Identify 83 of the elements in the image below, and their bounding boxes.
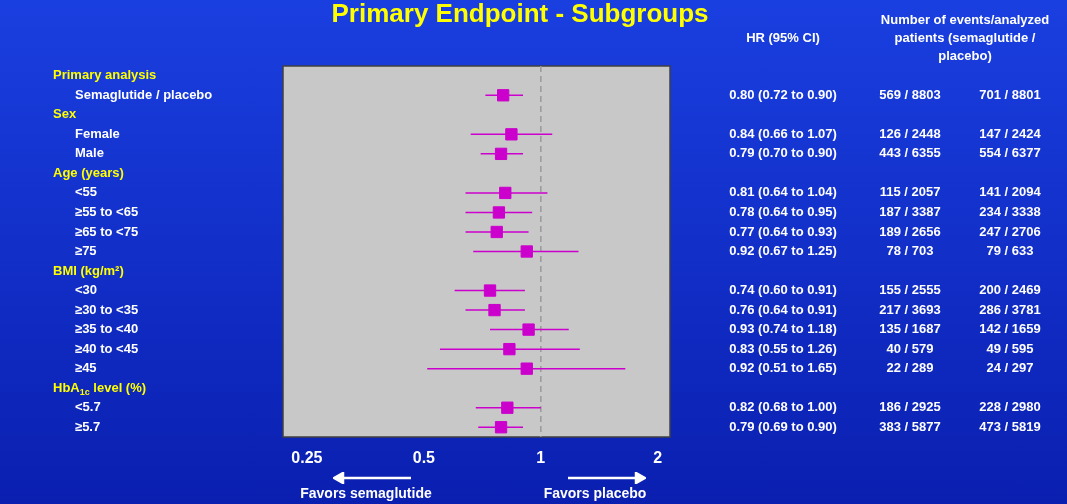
x-tick-label: 2 — [653, 449, 663, 467]
point — [503, 342, 516, 356]
text: Favors semaglutide — [300, 484, 432, 501]
text: 24 / 297 — [986, 360, 1034, 376]
point — [505, 128, 518, 141]
text: HR (95% CI) — [746, 29, 820, 45]
text: Sex — [53, 106, 77, 122]
point — [501, 401, 514, 414]
text: 155 / 2555 — [879, 282, 941, 298]
text: 22 / 289 — [886, 360, 934, 376]
y-tick-label: Female — [75, 125, 120, 141]
data-label: 0.77 (0.64 to 0.93) — [729, 223, 837, 239]
data-label: 0.79 (0.70 to 0.90) — [729, 145, 837, 161]
point — [494, 421, 508, 434]
point — [520, 362, 533, 375]
y-tick-label: ≥75 — [75, 243, 97, 259]
text: 142 / 1659 — [979, 321, 1041, 337]
text: 78 / 703 — [886, 243, 934, 259]
y-tick-label: ≥35 to <40 — [75, 321, 139, 337]
data-label: 0.83 (0.55 to 1.26) — [729, 340, 837, 356]
y-tick-label: ≥55 to <65 — [75, 204, 139, 220]
data-label: 0.92 (0.51 to 1.65) — [729, 360, 837, 376]
text: 383 / 5877 — [879, 418, 941, 434]
text: 701 / 8801 — [979, 86, 1041, 102]
x-tick-label: 0.25 — [291, 449, 323, 467]
point — [497, 89, 510, 102]
data-label: 0.80 (0.72 to 0.90) — [729, 86, 837, 102]
data-label: 0.81 (0.64 to 1.04) — [729, 184, 837, 200]
text: 443 / 6355 — [879, 145, 941, 161]
data-label: 0.84 (0.66 to 1.07) — [729, 125, 837, 141]
point — [492, 206, 506, 219]
y-tick-label: <55 — [75, 184, 98, 200]
text: 247 / 2706 — [979, 223, 1041, 239]
text: Number of events/analyzed patients (semaglutide / placebo) — [880, 11, 1050, 63]
text: 200 / 2469 — [979, 282, 1041, 298]
text: 554 / 6377 — [979, 145, 1041, 161]
text: 569 / 8803 — [879, 86, 941, 102]
data-label: 0.76 (0.64 to 0.91) — [729, 301, 837, 317]
text: 228 / 2980 — [979, 399, 1041, 415]
point — [522, 323, 535, 336]
data-label: 0.82 (0.68 to 1.00) — [729, 399, 837, 415]
data-label: 0.92 (0.67 to 1.25) — [729, 243, 837, 259]
chart-title: Primary Endpoint - Subgroups — [331, 0, 709, 29]
y-tick-label: ≥5.7 — [75, 418, 101, 434]
text: Primary analysis — [53, 67, 157, 83]
point — [488, 303, 501, 317]
text: 40 / 579 — [886, 340, 934, 356]
text: 135 / 1687 — [879, 321, 941, 337]
text: 147 / 2424 — [979, 125, 1042, 141]
text: 141 / 2094 — [979, 184, 1042, 200]
text: 79 / 633 — [986, 243, 1034, 259]
text: Age (years) — [53, 164, 124, 180]
text: 286 / 3781 — [979, 301, 1041, 317]
point — [490, 225, 503, 239]
text: 186 / 2925 — [879, 399, 941, 415]
point — [520, 245, 533, 258]
text: 187 / 3387 — [879, 204, 941, 220]
y-tick-label: ≥45 — [75, 360, 97, 376]
text: 234 / 3338 — [979, 204, 1041, 220]
x-tick-label: 1 — [536, 449, 546, 467]
text: Favors placebo — [543, 484, 647, 501]
y-tick-label: Male — [75, 145, 104, 161]
y-tick-label: <5.7 — [75, 399, 101, 415]
text: 189 / 2656 — [879, 223, 941, 239]
text: 473 / 5819 — [979, 418, 1041, 434]
y-tick-label: ≥65 to <75 — [75, 223, 139, 239]
data-label: 0.78 (0.64 to 0.95) — [729, 204, 837, 220]
x-tick-label: 0.5 — [412, 449, 436, 467]
text: 217 / 3693 — [879, 301, 941, 317]
text: 126 / 2448 — [879, 125, 941, 141]
point — [499, 186, 512, 200]
point — [483, 284, 497, 297]
y-tick-label: ≥40 to <45 — [75, 340, 139, 356]
y-tick-label: Semaglutide / placebo — [75, 86, 213, 102]
text: 115 / 2057 — [879, 184, 941, 200]
y-tick-label: <30 — [75, 282, 98, 298]
text: 49 / 595 — [986, 340, 1034, 356]
point — [494, 147, 508, 161]
text: BMI (kg/m²) — [53, 262, 124, 278]
y-tick-label: ≥30 to <35 — [75, 301, 139, 317]
data-label: 0.79 (0.69 to 0.90) — [729, 418, 837, 434]
data-label: 0.93 (0.74 to 1.18) — [729, 321, 837, 337]
data-label: 0.74 (0.60 to 0.91) — [729, 282, 837, 298]
